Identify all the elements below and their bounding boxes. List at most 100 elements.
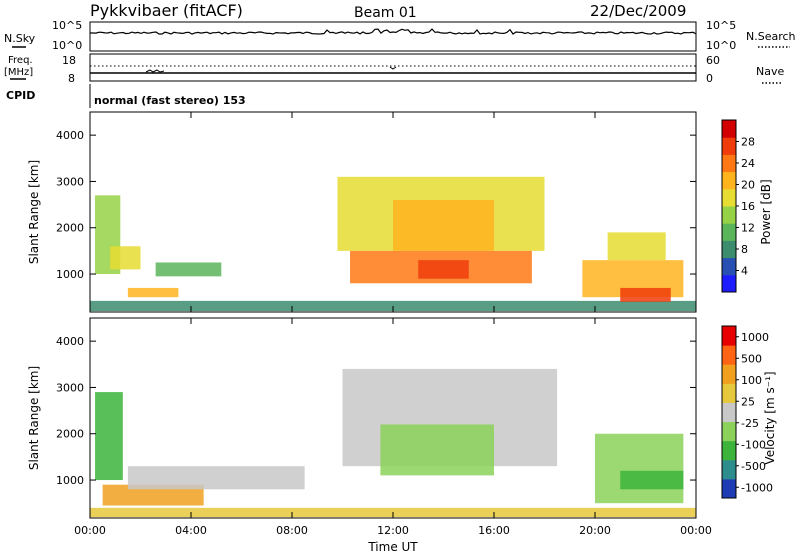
noise-left-tick-high: 10^5 (52, 19, 82, 32)
colorbar-tick-label: 24 (741, 157, 755, 170)
cpid-row: CPID normal (fast stereo) 153 (6, 84, 246, 108)
heatmap-region (95, 392, 123, 481)
velocity-colorbar-label: Velocity [m s⁻¹] (763, 371, 777, 464)
colorbar-swatch (722, 154, 736, 173)
y-tick-label: 3000 (56, 175, 84, 188)
colorbar-tick-label: 100 (741, 374, 762, 387)
nave-right-tick-high: 60 (706, 54, 720, 67)
freq-left-tick-low: 8 (68, 72, 75, 85)
noise-panel: N.Sky 10^5 10^0 10^5 10^0 N.Search (4, 19, 796, 52)
heatmap-region (620, 470, 684, 490)
beam-title: Beam 01 (354, 5, 417, 21)
heatmap-region (127, 287, 179, 298)
cpid-label: CPID (6, 89, 35, 102)
freq-panel-frame (89, 53, 697, 82)
velocity-colorbar: 1000 500 100 25 -25 -100 -500 -1000 (721, 325, 773, 499)
heatmap-region (102, 484, 204, 506)
heatmap-region (110, 246, 141, 270)
noise-trace (90, 28, 697, 35)
power-ylabel: Slant Range [km] (27, 160, 41, 264)
time-axis-label: Time UT (367, 540, 418, 554)
y-tick-label: 3000 (56, 381, 84, 394)
freq-label-line1: Freq. (8, 55, 33, 66)
noise-right-tick-low: 10^0 (706, 39, 736, 52)
colorbar-swatch (722, 120, 736, 138)
noise-panel-frame (89, 21, 697, 52)
heatmap-region (418, 260, 469, 279)
colorbar-tick-label: 8 (741, 243, 748, 256)
velocity-ylabel: Slant Range [km] (27, 366, 41, 470)
noise-right-label: N.Search (746, 30, 796, 43)
colorbar-tick-label: 28 (741, 136, 755, 149)
y-tick-label: 2000 (56, 222, 84, 235)
colorbar-tick-label: 4 (741, 265, 748, 278)
power-colorbar: 4 8 12 16 20 24 28 (721, 119, 755, 293)
date-title: 22/Dec/2009 (590, 2, 686, 20)
colorbar-swatch (722, 383, 736, 403)
y-tick-label: 4000 (56, 335, 84, 348)
nave-right-tick-low: 0 (706, 72, 713, 85)
heatmap-region (90, 300, 696, 312)
x-tick-label: 08:00 (276, 524, 308, 537)
colorbar-swatch (722, 421, 736, 442)
heatmap-region (155, 262, 222, 277)
colorbar-tick-label: -500 (741, 460, 766, 473)
heatmap-region (620, 287, 671, 302)
y-tick-label: 1000 (56, 474, 84, 487)
velocity-panel: 1000 2000 3000 4000 00:00 04:00 08:00 12:00 16:0… (27, 317, 777, 554)
velocity-axes: 1000 2000 3000 4000 00:00 04:00 08:00 12:00 16:0… (56, 318, 712, 537)
colorbar-swatch (722, 257, 736, 276)
colorbar-tick-label: 1000 (741, 331, 769, 344)
freq-label-line2: [MHz] (4, 67, 33, 78)
freq-panel: Freq. [MHz] 18 8 60 0 Nave (4, 53, 784, 85)
freq-left-tick-high: 18 (62, 54, 76, 67)
x-tick-label: 04:00 (175, 524, 207, 537)
colorbar-swatch (722, 402, 736, 423)
noise-left-label: N.Sky (4, 32, 36, 45)
power-panel: 1000 2000 3000 4000 Slant Range [km] 4 8 12 16… (27, 111, 773, 313)
x-tick-label: 12:00 (377, 524, 409, 537)
x-tick-label: 00:00 (74, 524, 106, 537)
heatmap-region (595, 433, 684, 504)
noise-right-tick-high: 10^5 (706, 19, 736, 32)
colorbar-swatch (722, 206, 736, 224)
colorbar-swatch (722, 274, 736, 293)
freq-trace-blips (145, 66, 397, 73)
colorbar-swatch (722, 171, 736, 190)
heatmap-region (380, 424, 494, 476)
x-tick-label: 16:00 (478, 524, 510, 537)
colorbar-tick-label: -1000 (741, 481, 773, 494)
colorbar-swatch (722, 326, 736, 346)
colorbar-tick-label: 16 (741, 200, 755, 213)
colorbar-swatch (722, 440, 736, 461)
colorbar-swatch (722, 223, 736, 241)
colorbar-tick-label: 12 (741, 222, 755, 235)
colorbar-swatch (722, 240, 736, 259)
y-tick-label: 2000 (56, 428, 84, 441)
colorbar-tick-label: 500 (741, 352, 762, 365)
power-heatmap (90, 176, 696, 312)
colorbar-swatch (722, 459, 736, 480)
colorbar-swatch (722, 364, 736, 384)
colorbar-tick-label: -25 (741, 417, 759, 430)
colorbar-tick-label: 20 (741, 179, 755, 192)
colorbar-tick-label: -100 (741, 438, 766, 451)
colorbar-swatch (722, 345, 736, 365)
nave-label: Nave (756, 65, 784, 78)
x-tick-label: 20:00 (579, 524, 611, 537)
colorbar-swatch (722, 188, 736, 207)
station-title: Pykkvibaer (fitACF) (90, 1, 243, 20)
power-colorbar-label: Power [dB] (759, 179, 773, 244)
colorbar-frame (721, 325, 737, 499)
colorbar-tick-label: 25 (741, 395, 755, 408)
noise-left-tick-low: 10^0 (52, 39, 82, 52)
x-tick-label: 00:00 (680, 524, 712, 537)
y-tick-label: 1000 (56, 268, 84, 281)
heatmap-region (607, 232, 666, 261)
y-tick-label: 4000 (56, 129, 84, 142)
cpid-text: normal (fast stereo) 153 (94, 94, 246, 107)
colorbar-swatch (722, 478, 736, 499)
heatmap-region (393, 199, 494, 251)
power-axes: 1000 2000 3000 4000 (56, 112, 697, 312)
